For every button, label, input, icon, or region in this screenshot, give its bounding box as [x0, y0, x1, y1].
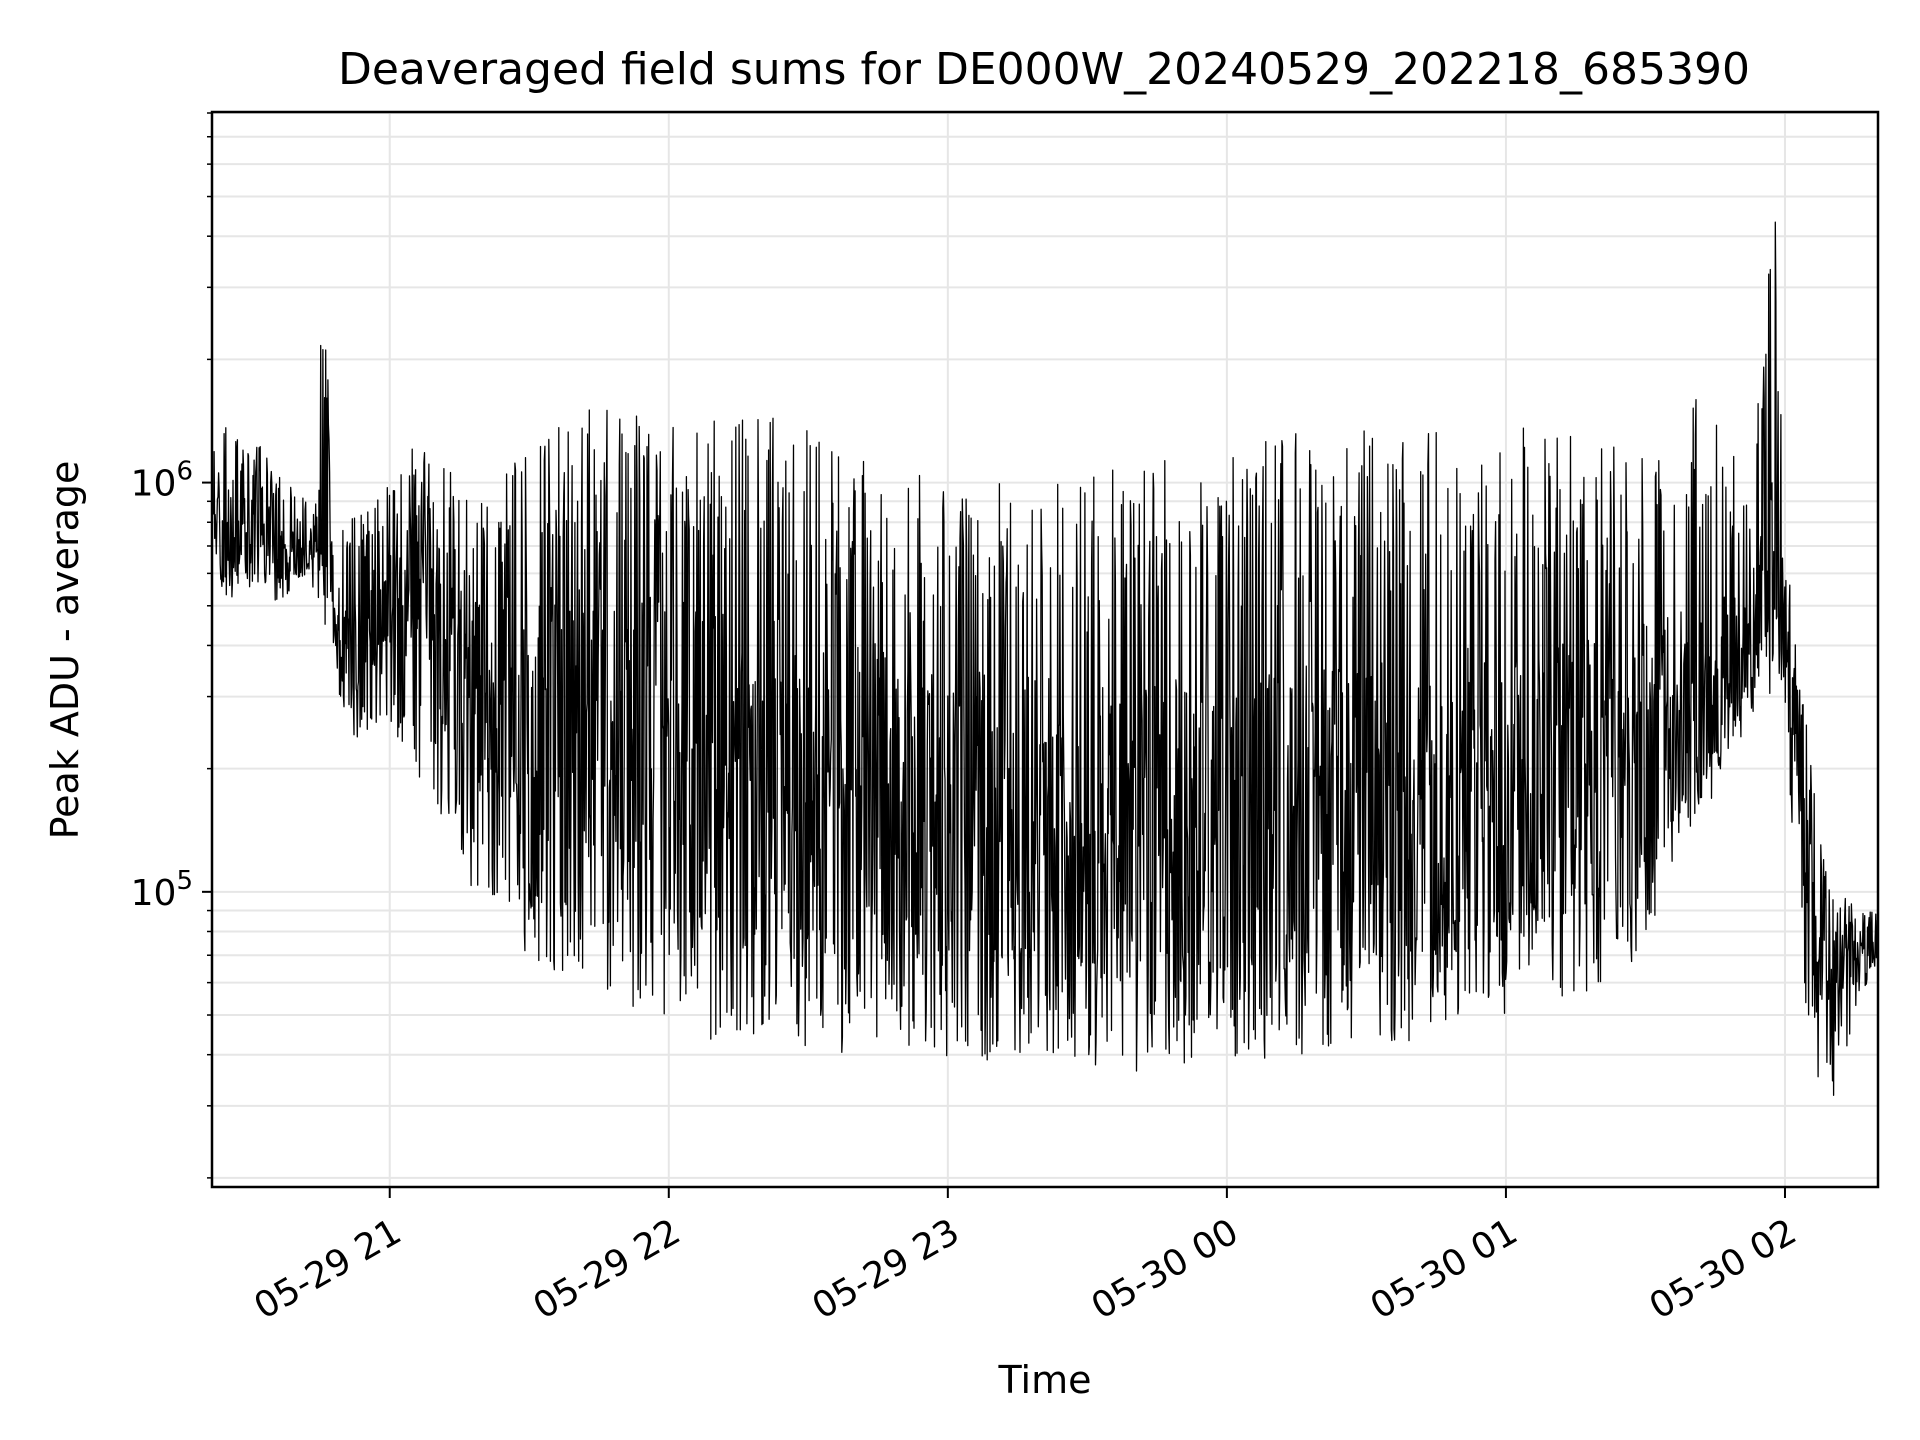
x-axis-label: Time: [998, 1358, 1092, 1402]
chart-title: Deaveraged field sums for DE000W_2024052…: [338, 44, 1750, 95]
y-axis-label: Peak ADU - average: [43, 461, 87, 840]
